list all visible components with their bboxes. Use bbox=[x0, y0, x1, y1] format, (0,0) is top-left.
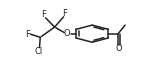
Text: F: F bbox=[41, 10, 46, 19]
Text: F: F bbox=[25, 30, 30, 39]
Text: Cl: Cl bbox=[35, 47, 43, 56]
Text: O: O bbox=[116, 44, 122, 53]
Text: O: O bbox=[64, 29, 71, 38]
Text: F: F bbox=[62, 9, 67, 18]
